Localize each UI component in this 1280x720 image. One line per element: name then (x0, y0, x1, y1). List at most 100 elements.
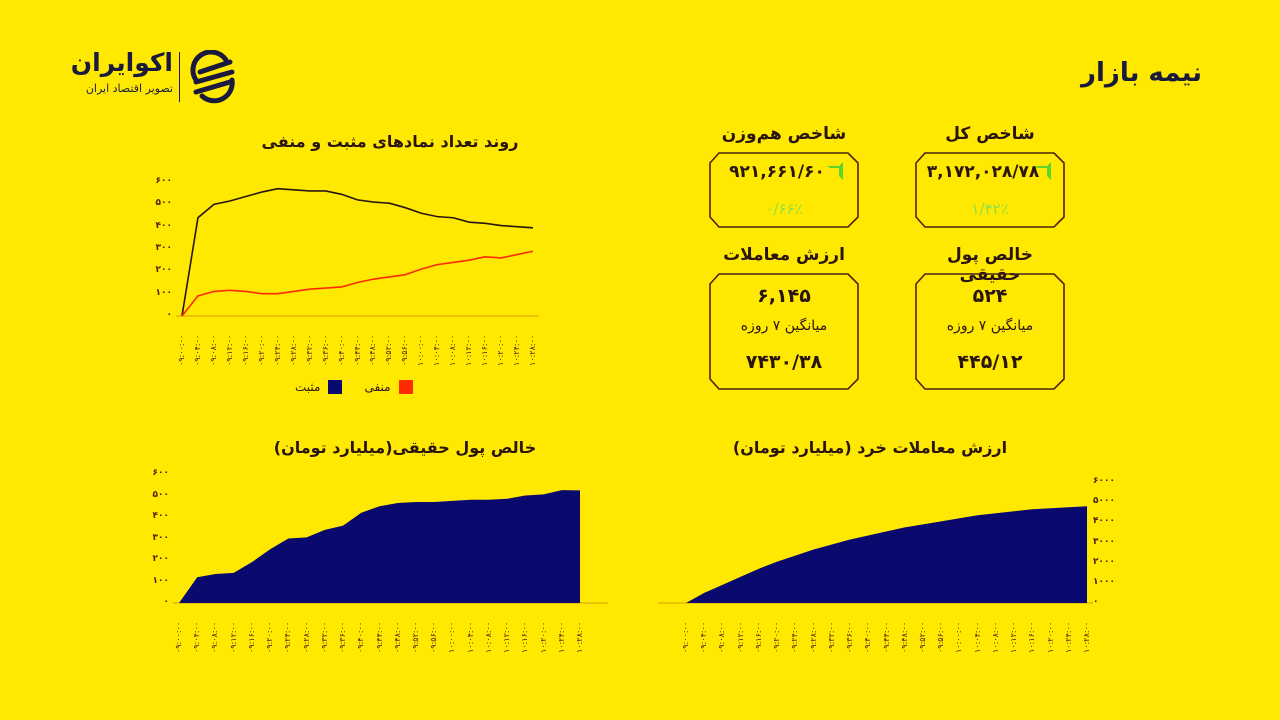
trade-value-title: ارزش معاملات (723, 245, 845, 265)
x-tick-label: ۰۹:۵۲:۰۰ (384, 334, 394, 366)
x-tick-label: ۰۹:۵۶:۰۰ (429, 621, 439, 653)
y-tick-label: ۰ (163, 597, 170, 607)
chart-legend: منفی مثبت (295, 380, 413, 394)
equal-weight-index-change: ۰/۶۶٪ (765, 200, 803, 218)
x-tick-label: ۱۰:۰۴:۰۰ (432, 334, 442, 366)
x-tick-label: ۰۹:۵۲:۰۰ (917, 621, 927, 653)
x-tick-label: ۱۰:۲۸:۰۰ (1082, 621, 1091, 653)
net-real-money-card: ۵۲۴ میانگین ۷ روزه ۴۴۵/۱۲ (915, 273, 1065, 390)
chart-symbols-trend: ۰ ۱۰۰ ۲۰۰ ۳۰۰ ۴۰۰ ۵۰۰ ۶۰۰ ۰۹:۰۰:۰۰ ۰۹:۰۴:۰۰ ۰۹:۰۸… (140, 170, 550, 380)
y-tick-label: ۵۰۰ (152, 489, 169, 500)
y-tick-label: ۱۰۰۰ (1093, 576, 1115, 587)
x-tick-label: ۰۹:۰۴:۰۰ (699, 621, 709, 653)
trade-value-avg-label: میانگین ۷ روزه (740, 318, 828, 334)
equal-weight-index-value: ۹۲۱,۶۶۱/۶۰ (729, 162, 825, 182)
y-tick-label: ۵۰۰۰ (1093, 496, 1115, 507)
net-real-money-avg-label: میانگین ۷ روزه (946, 318, 1034, 334)
net-real-money-value: ۵۲۴ (972, 285, 1008, 307)
x-tick-label: ۰۹:۲۸:۰۰ (808, 621, 818, 653)
legend-positive-label: مثبت (295, 380, 321, 394)
y-tick-label: ۲۰۰۰ (1093, 556, 1115, 567)
x-tick-label: ۱۰:۰۸:۰۰ (483, 621, 493, 653)
x-tick-label: ۱۰:۰۸:۰۰ (448, 334, 458, 366)
x-tick-label: ۱۰:۰۸:۰۰ (990, 621, 1000, 653)
y-tick-label: ۶۰۰ (155, 176, 172, 186)
chart-net-real-money: ۰ ۱۰۰ ۲۰۰ ۳۰۰ ۴۰۰ ۵۰۰ ۶۰۰ ۰۹:۰۰:۰۰ ۰۹:۰۴:۰۰ ۰۹:۰۸… (140, 460, 610, 670)
x-tick-label: ۱۰:۱۲:۰۰ (464, 334, 474, 366)
equal-weight-index-title: شاخص هم‌وزن (721, 124, 847, 144)
net-real-money-avg-value: ۴۴۵/۱۲ (957, 351, 1023, 373)
trend-up-arrow-icon (827, 162, 843, 180)
x-tick-label: ۰۹:۲۰:۰۰ (256, 334, 266, 366)
x-tick-label: ۰۹:۴۸:۰۰ (368, 334, 378, 366)
x-tick-label: ۰۹:۳۲:۰۰ (826, 621, 836, 653)
x-tick-label: ۱۰:۱۲:۰۰ (1009, 621, 1019, 653)
x-tick-label: ۰۹:۱۶:۰۰ (240, 334, 250, 366)
x-tick-label: ۰۹:۵۶:۰۰ (936, 621, 946, 653)
x-tick-label: ۱۰:۲۰:۰۰ (1045, 621, 1055, 653)
x-tick-label: ۰۹:۲۰:۰۰ (772, 621, 782, 653)
chart-retail-trade-value: ۰ ۱۰۰۰ ۲۰۰۰ ۳۰۰۰ ۴۰۰۰ ۵۰۰۰ ۶۰۰۰ ۰۹:۰۰:۰۰ ۰۹:۰۴:۰… (650, 470, 1130, 670)
x-tick-label: ۱۰:۰۴:۰۰ (465, 621, 475, 653)
total-index-title: شاخص کل (945, 124, 1035, 144)
x-tick-label: ۱۰:۲۰:۰۰ (496, 334, 506, 366)
x-tick-label: ۱۰:۲۰:۰۰ (538, 621, 548, 653)
x-tick-label: ۱۰:۱۶:۰۰ (480, 334, 490, 366)
x-tick-label: ۰۹:۱۲:۰۰ (735, 621, 745, 653)
x-tick-label: ۱۰:۱۶:۰۰ (520, 621, 530, 653)
x-tick-label: ۰۹:۰۰:۰۰ (177, 334, 186, 366)
y-tick-label: ۱۰۰ (152, 575, 169, 586)
x-tick-label: ۰۹:۲۴:۰۰ (272, 334, 282, 366)
x-tick-label: ۰۹:۳۲:۰۰ (319, 621, 329, 653)
x-tick-label: ۱۰:۲۸:۰۰ (528, 334, 537, 366)
x-tick-label: ۱۰:۰۰:۰۰ (954, 621, 964, 653)
chart-symbols-trend-title: روند تعداد نمادهای مثبت و منفی (261, 132, 519, 151)
x-tick-label: ۰۹:۲۴:۰۰ (283, 621, 293, 653)
y-tick-label: ۲۰۰ (155, 265, 172, 276)
x-tick-label: ۱۰:۰۰:۰۰ (447, 621, 457, 653)
ecoiran-swirl-icon (190, 50, 235, 104)
x-tick-label: ۰۹:۱۲:۰۰ (224, 334, 234, 366)
y-tick-label: ۰ (166, 310, 173, 320)
x-tick-label: ۰۹:۵۲:۰۰ (410, 621, 420, 653)
logo-tagline: تصویر اقتصاد ایران (85, 82, 173, 95)
x-tick-label: ۰۹:۱۶:۰۰ (246, 621, 256, 653)
trade-value-avg-value: ۷۴۳۰/۳۸ (745, 351, 823, 373)
x-tick-label: ۰۹:۰۰:۰۰ (681, 621, 690, 653)
x-tick-label: ۱۰:۲۴:۰۰ (556, 621, 566, 653)
x-tick-label: ۰۹:۲۸:۰۰ (288, 334, 298, 366)
x-tick-label: ۰۹:۴۰:۰۰ (336, 334, 346, 366)
x-tick-label: ۰۹:۰۸:۰۰ (717, 621, 727, 653)
chart-net-real-money-title: خالص پول حقیقی(میلیارد تومان) (273, 438, 537, 457)
x-tick-label: ۰۹:۴۸:۰۰ (392, 621, 402, 653)
x-tick-label: ۰۹:۰۴:۰۰ (192, 621, 202, 653)
x-tick-label: ۰۹:۳۶:۰۰ (338, 621, 348, 653)
x-tick-label: ۰۹:۳۶:۰۰ (845, 621, 855, 653)
trend-up-arrow-icon (1035, 162, 1051, 180)
y-tick-label: ۳۰۰ (152, 532, 169, 543)
x-tick-label: ۰۹:۰۸:۰۰ (208, 334, 218, 366)
total-index-value: ۳,۱۷۲,۰۲۸/۷۸ (926, 162, 1040, 182)
total-index-change: ۱/۴۲٪ (971, 200, 1009, 218)
trade-value-value: ۶,۱۴۵ (757, 285, 811, 307)
x-tick-label: ۰۹:۴۴:۰۰ (352, 334, 362, 366)
x-tick-label: ۰۹:۴۴:۰۰ (881, 621, 891, 653)
y-tick-label: ۴۰۰ (152, 511, 169, 521)
equal-weight-index-card: ۹۲۱,۶۶۱/۶۰ ۰/۶۶٪ (709, 152, 859, 228)
x-tick-label: ۱۰:۲۴:۰۰ (512, 334, 522, 366)
logo-brand: اکوایران (70, 48, 173, 77)
legend-negative-swatch (398, 380, 413, 394)
y-tick-label: ۳۰۰ (155, 243, 172, 253)
x-tick-label: ۰۹:۳۲:۰۰ (304, 334, 314, 366)
y-tick-label: ۲۰۰ (152, 554, 169, 564)
total-index-card: ۳,۱۷۲,۰۲۸/۷۸ ۱/۴۲٪ (915, 152, 1065, 228)
logo: اکوایران تصویر اقتصاد ایران (58, 48, 248, 108)
x-tick-label: ۰۹:۰۰:۰۰ (174, 621, 183, 653)
y-tick-label: ۰ (1093, 597, 1099, 607)
x-tick-label: ۰۹:۲۰:۰۰ (265, 621, 275, 653)
trade-value-card: ۶,۱۴۵ میانگین ۷ روزه ۷۴۳۰/۳۸ (709, 273, 859, 390)
y-tick-label: ۶۰۰۰ (1093, 476, 1115, 486)
y-tick-label: ۳۰۰۰ (1093, 536, 1115, 547)
x-tick-label: ۱۰:۱۲:۰۰ (502, 621, 512, 653)
x-tick-label: ۰۹:۱۶:۰۰ (753, 621, 763, 653)
